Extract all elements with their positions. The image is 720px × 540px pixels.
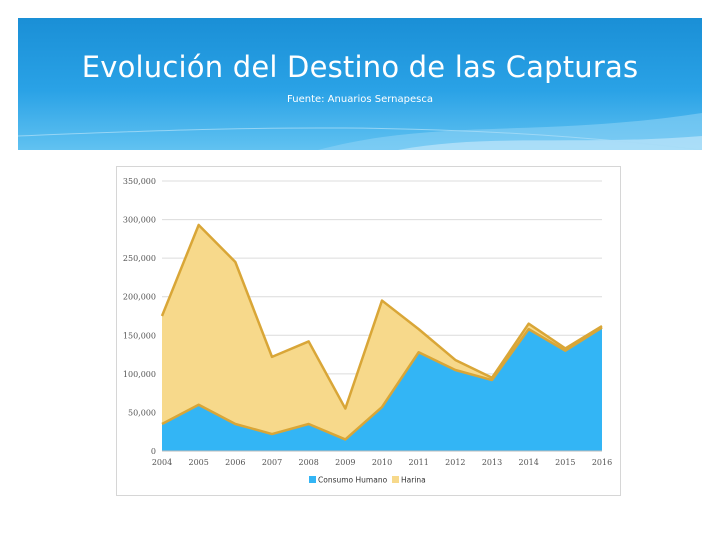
x-tick-label: 2009 <box>335 458 355 467</box>
y-tick-label: 300,000 <box>123 216 156 225</box>
harina-area <box>162 224 602 440</box>
legend-swatch <box>392 476 399 483</box>
stacked-area-chart: 0 50,000 100,000 150,000 200,000 250,000 300,0… <box>123 177 612 485</box>
legend-label: Consumo Humano <box>318 476 388 485</box>
y-tick-label: 200,000 <box>123 293 156 302</box>
slide-subtitle: Fuente: Anuarios Sernapesca <box>287 94 433 105</box>
legend-label: Harina <box>401 476 426 485</box>
x-tick-label: 2014 <box>518 458 538 467</box>
y-tick-label: 350,000 <box>123 177 156 186</box>
consumo-humano-line <box>161 326 603 441</box>
y-tick-label: 0 <box>151 447 156 456</box>
chart-area: 0 50,000 100,000 150,000 200,000 250,000 300,0… <box>116 166 621 496</box>
banner-wave-decoration <box>18 113 702 150</box>
x-tick-label: 2008 <box>298 458 318 467</box>
y-tick-label: 250,000 <box>123 254 156 263</box>
x-tick-label: 2007 <box>262 458 282 467</box>
title-banner <box>18 18 702 150</box>
x-tick-label: 2011 <box>408 458 428 467</box>
x-tick-label: 2015 <box>555 458 575 467</box>
legend-swatch <box>309 476 316 483</box>
y-tick-label: 150,000 <box>123 331 156 340</box>
harina-line <box>160 223 603 410</box>
y-tick-label: 50,000 <box>128 408 156 417</box>
x-tick-label: 2006 <box>225 458 245 467</box>
x-tick-label: 2013 <box>482 458 502 467</box>
x-tick-label: 2016 <box>592 458 612 467</box>
x-tick-label: 2010 <box>372 458 392 467</box>
consumo-humano-area <box>162 327 602 451</box>
x-tick-label: 2004 <box>152 458 172 467</box>
y-tick-label: 100,000 <box>123 370 156 379</box>
x-tick-label: 2012 <box>445 458 465 467</box>
x-tick-label: 2005 <box>188 458 208 467</box>
slide-title: Evolución del Destino de las Capturas <box>81 50 639 84</box>
